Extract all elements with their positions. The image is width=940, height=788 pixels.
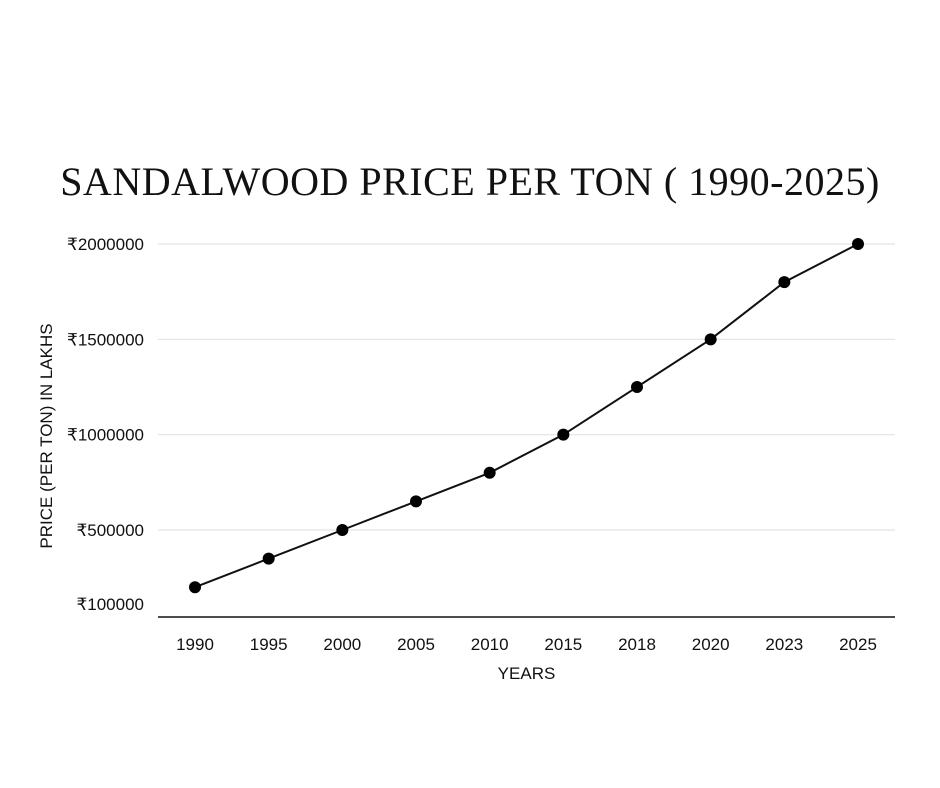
- chart-title: SANDALWOOD PRICE PER TON ( 1990-2025): [60, 159, 880, 204]
- x-tick-label: 2000: [323, 635, 361, 654]
- x-tick-label: 2015: [544, 635, 582, 654]
- data-point: [410, 495, 422, 508]
- x-tick-label: 2025: [839, 635, 877, 654]
- data-point: [852, 238, 864, 250]
- y-tick-label: ₹500000: [76, 521, 144, 540]
- x-tick-label: 2018: [618, 635, 656, 654]
- series-line: [194, 243, 859, 589]
- gridlines: [158, 243, 895, 531]
- data-points: [189, 238, 864, 594]
- y-axis-ticks: ₹2000000 ₹1500000 ₹1000000 ₹500000 ₹100000: [67, 235, 144, 614]
- y-tick-label: ₹1000000: [67, 426, 144, 445]
- x-tick-label: 1995: [250, 635, 288, 654]
- data-point: [778, 276, 791, 289]
- x-tick-label: 2020: [692, 635, 730, 654]
- data-point: [483, 466, 496, 479]
- x-tick-label: 2010: [471, 635, 509, 654]
- x-tick-label: 1990: [176, 635, 214, 654]
- x-tick-label: 2005: [397, 635, 435, 654]
- y-axis-title: PRICE (PER TON) IN LAKHS: [37, 323, 56, 548]
- data-point: [262, 552, 275, 565]
- data-point: [557, 428, 570, 441]
- y-tick-label: ₹100000: [76, 595, 144, 614]
- data-point: [189, 581, 201, 594]
- data-point: [704, 333, 717, 346]
- y-tick-label: ₹2000000: [67, 235, 144, 254]
- x-tick-label: 2023: [765, 635, 803, 654]
- data-point: [631, 381, 643, 393]
- y-tick-label: ₹1500000: [67, 330, 144, 349]
- data-point: [336, 524, 349, 536]
- x-axis-ticks: 1990 1995 2000 2005 2010 2015 2018 2020 2023 2025: [176, 635, 877, 654]
- x-axis-title: YEARS: [498, 664, 556, 683]
